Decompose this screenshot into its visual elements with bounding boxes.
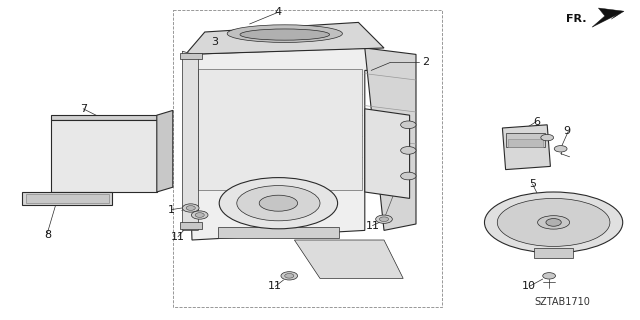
Text: 1: 1 (168, 204, 175, 215)
Text: 10: 10 (522, 281, 536, 292)
Polygon shape (182, 51, 198, 230)
Bar (173, 10, 442, 307)
Polygon shape (365, 48, 416, 230)
Polygon shape (294, 240, 403, 278)
Polygon shape (502, 125, 550, 170)
Ellipse shape (227, 25, 342, 43)
Ellipse shape (484, 192, 623, 253)
Ellipse shape (497, 198, 610, 246)
Text: SZTAB1710: SZTAB1710 (534, 297, 590, 308)
Circle shape (195, 213, 204, 217)
Circle shape (554, 146, 567, 152)
Ellipse shape (219, 178, 338, 229)
Polygon shape (365, 109, 410, 198)
Circle shape (401, 172, 416, 180)
Text: 5: 5 (529, 179, 536, 189)
Text: 8: 8 (44, 230, 52, 240)
Bar (198, 69, 362, 190)
Polygon shape (186, 48, 384, 240)
Circle shape (285, 274, 294, 278)
Ellipse shape (259, 195, 298, 211)
Polygon shape (592, 8, 624, 27)
Bar (508, 139, 543, 147)
Text: ↑ up: ↑ up (60, 196, 75, 202)
Circle shape (401, 147, 416, 154)
Polygon shape (186, 22, 384, 54)
Ellipse shape (237, 186, 320, 221)
Circle shape (376, 215, 392, 223)
Polygon shape (180, 222, 202, 229)
Circle shape (543, 273, 556, 279)
Bar (534, 248, 573, 258)
Text: FR.: FR. (566, 13, 587, 24)
Polygon shape (51, 120, 157, 192)
Polygon shape (157, 110, 173, 192)
Bar (218, 227, 339, 238)
Polygon shape (51, 115, 157, 120)
Circle shape (380, 217, 388, 221)
Ellipse shape (538, 216, 570, 229)
Text: 2: 2 (422, 57, 429, 68)
Polygon shape (180, 53, 202, 59)
Bar (368, 118, 403, 134)
Text: 6: 6 (533, 116, 540, 127)
Bar (368, 163, 403, 179)
Text: 9: 9 (563, 126, 570, 136)
Circle shape (281, 272, 298, 280)
Polygon shape (26, 194, 109, 203)
Circle shape (182, 204, 199, 212)
Circle shape (541, 134, 554, 141)
Text: 11: 11 (365, 220, 380, 231)
Bar (368, 141, 403, 157)
Text: 4: 4 (275, 7, 282, 17)
Circle shape (401, 121, 416, 129)
Circle shape (546, 219, 561, 226)
Bar (506, 133, 545, 147)
Text: 11: 11 (268, 281, 282, 292)
Polygon shape (22, 192, 112, 205)
Text: 7: 7 (79, 104, 87, 114)
Text: 3: 3 (211, 36, 218, 47)
Circle shape (191, 211, 208, 219)
Text: 11: 11 (171, 232, 185, 242)
Ellipse shape (240, 29, 330, 40)
Circle shape (186, 206, 195, 210)
Bar (186, 62, 195, 226)
